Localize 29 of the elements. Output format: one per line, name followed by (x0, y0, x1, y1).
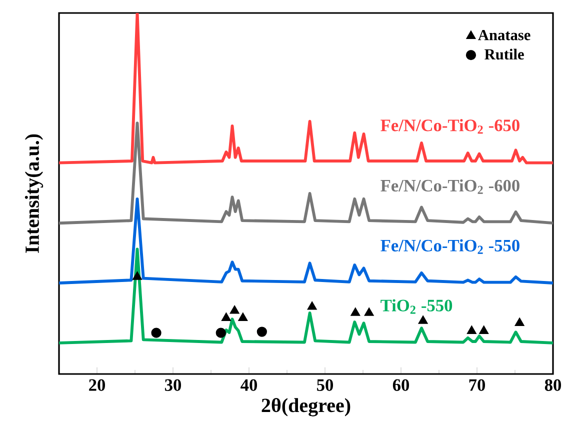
x-tick-label: 20 (89, 379, 106, 391)
x-tick-label: 60 (392, 379, 410, 391)
x-tick-label: 70 (469, 379, 486, 391)
series-label: Fe/N/Co-TiO$_{2}$ -550 (380, 239, 520, 254)
point (216, 328, 226, 338)
x-tick-label: 40 (240, 379, 258, 391)
point (515, 318, 524, 326)
x-tick-label: 50 (317, 379, 334, 391)
point (238, 312, 248, 321)
legend-label: Rutile (484, 48, 524, 60)
series-label: Fe/N/Co-TiO$_{2}$ -600 (380, 179, 520, 194)
point (350, 308, 360, 316)
point (132, 272, 142, 280)
point (230, 306, 240, 314)
y-axis-title: Intensity(a.u.) (24, 134, 44, 253)
series-label: TiO$_{2}$ -550 (380, 299, 452, 314)
point (308, 302, 317, 310)
legend-label: Anatase (478, 30, 530, 40)
x-tick-label: 30 (164, 379, 182, 391)
point (467, 326, 476, 334)
x-axis-title: 2θ(degree) (262, 398, 350, 416)
series-label: Fe/N/Co-TiO$_{2}$ -650 (380, 119, 520, 134)
point (364, 308, 374, 316)
point (418, 316, 428, 324)
x-tick-label: 80 (544, 379, 562, 391)
point (479, 326, 488, 334)
point (256, 326, 267, 337)
point (151, 328, 162, 338)
point (222, 312, 231, 321)
